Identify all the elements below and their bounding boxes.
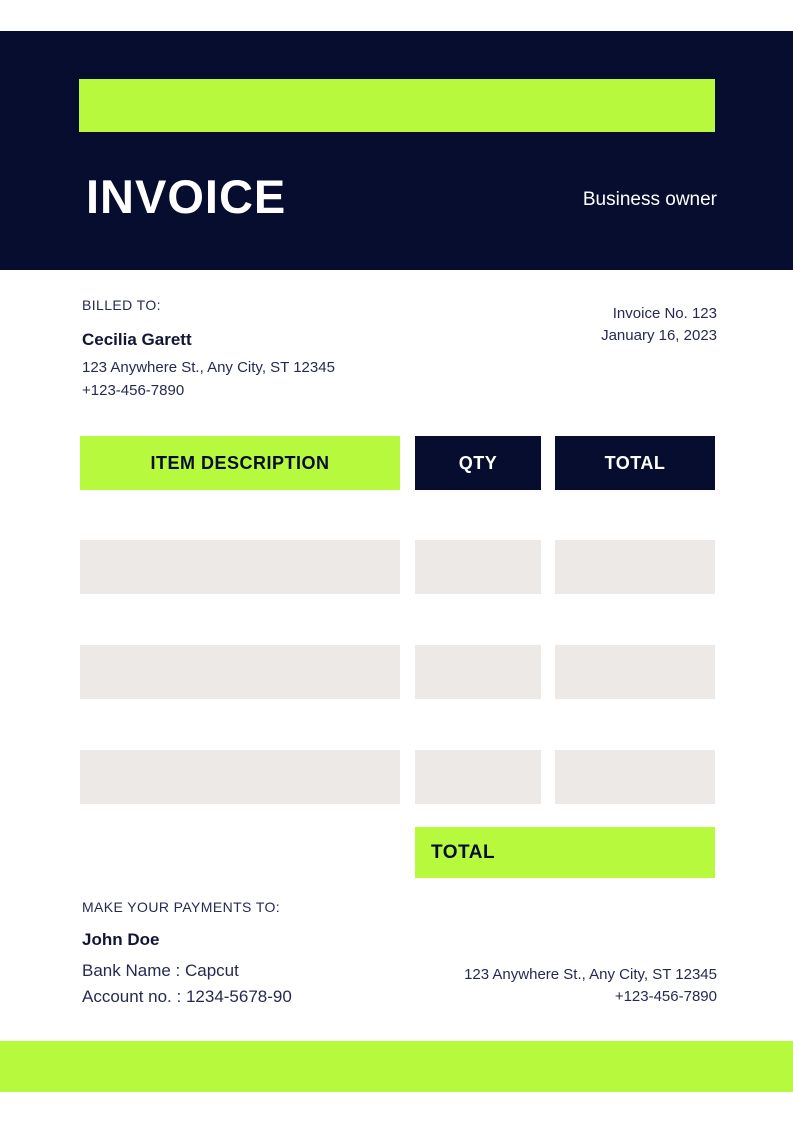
billed-to-phone: +123-456-7890 [82,382,185,399]
footer-contact: 123 Anywhere St., Any City, ST 12345 +12… [464,964,717,1008]
cell-description [80,645,400,699]
header-band: INVOICE Business owner [0,31,793,270]
total-bar: TOTAL [415,827,715,878]
total-label: TOTAL [431,841,496,863]
payments-label: MAKE YOUR PAYMENTS TO: [82,899,281,915]
business-owner-label: Business owner [582,189,717,210]
header-item-description: ITEM DESCRIPTION [80,436,400,490]
billed-to-label: BILLED TO: [82,297,161,313]
table-row [80,750,715,804]
billed-to-address: 123 Anywhere St., Any City, ST 12345 [82,359,335,376]
cell-total [555,645,715,699]
cell-qty [415,540,541,594]
cell-total [555,750,715,804]
header-total: TOTAL [555,436,715,490]
invoice-date: January 16, 2023 [601,327,717,344]
billed-to-details: 123 Anywhere St., Any City, ST 12345 +12… [82,356,335,402]
payee-name: John Doe [82,930,160,949]
invoice-meta: Invoice No. 123 January 16, 2023 [601,303,717,347]
invoice-number: Invoice No. 123 [612,305,717,322]
cell-total [555,540,715,594]
items-table: ITEM DESCRIPTION QTY TOTAL TOTAL [80,436,715,878]
table-row [80,540,715,594]
bank-name: Bank Name : Capcut [82,961,239,980]
header-qty: QTY [415,436,541,490]
table-header-row: ITEM DESCRIPTION QTY TOTAL [80,436,715,490]
header-accent-bar [79,79,715,132]
footer-accent-bar [0,1041,793,1092]
cell-description [80,540,400,594]
billed-to-name: Cecilia Garett [82,330,192,349]
table-row [80,645,715,699]
cell-description [80,750,400,804]
cell-qty [415,750,541,804]
table-body [80,540,715,804]
page-title: INVOICE [86,170,287,223]
payment-details: Bank Name : Capcut Account no. : 1234-56… [82,958,292,1010]
cell-qty [415,645,541,699]
account-number: Account no. : 1234-5678-90 [82,987,292,1006]
footer-phone: +123-456-7890 [614,988,717,1005]
footer-address: 123 Anywhere St., Any City, ST 12345 [464,966,717,983]
